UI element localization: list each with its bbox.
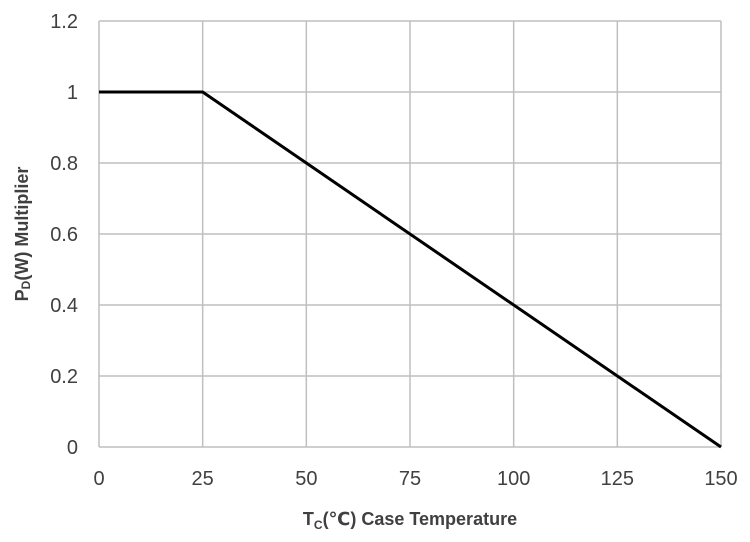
y-tick-label: 1 [67,82,78,104]
series-line [99,90,722,449]
y-axis-title: PD(W) Multiplier [12,167,33,302]
y-tick-label: 1.2 [50,11,78,33]
x-tick-label: 150 [704,468,737,490]
series-group [99,90,722,449]
x-tick-label: 125 [601,468,634,490]
x-tick-label: 100 [497,468,530,490]
y-tick-labels: 0 0.2 0.4 0.6 0.8 1 1.2 [50,11,78,459]
y-tick-label: 0.2 [50,366,78,388]
y-tick-label: 0.4 [50,295,78,317]
x-tick-labels: 0 25 50 75 100 125 150 [93,468,737,490]
x-axis-title: TC(℃) Case Temperature [303,509,517,532]
y-tick-label: 0.8 [50,153,78,175]
x-tick-label: 50 [295,468,317,490]
y-tick-label: 0.6 [50,224,78,246]
y-tick-label: 0 [67,437,78,459]
x-tick-label: 0 [93,468,104,490]
x-tick-label: 25 [192,468,214,490]
x-tick-label: 75 [399,468,421,490]
